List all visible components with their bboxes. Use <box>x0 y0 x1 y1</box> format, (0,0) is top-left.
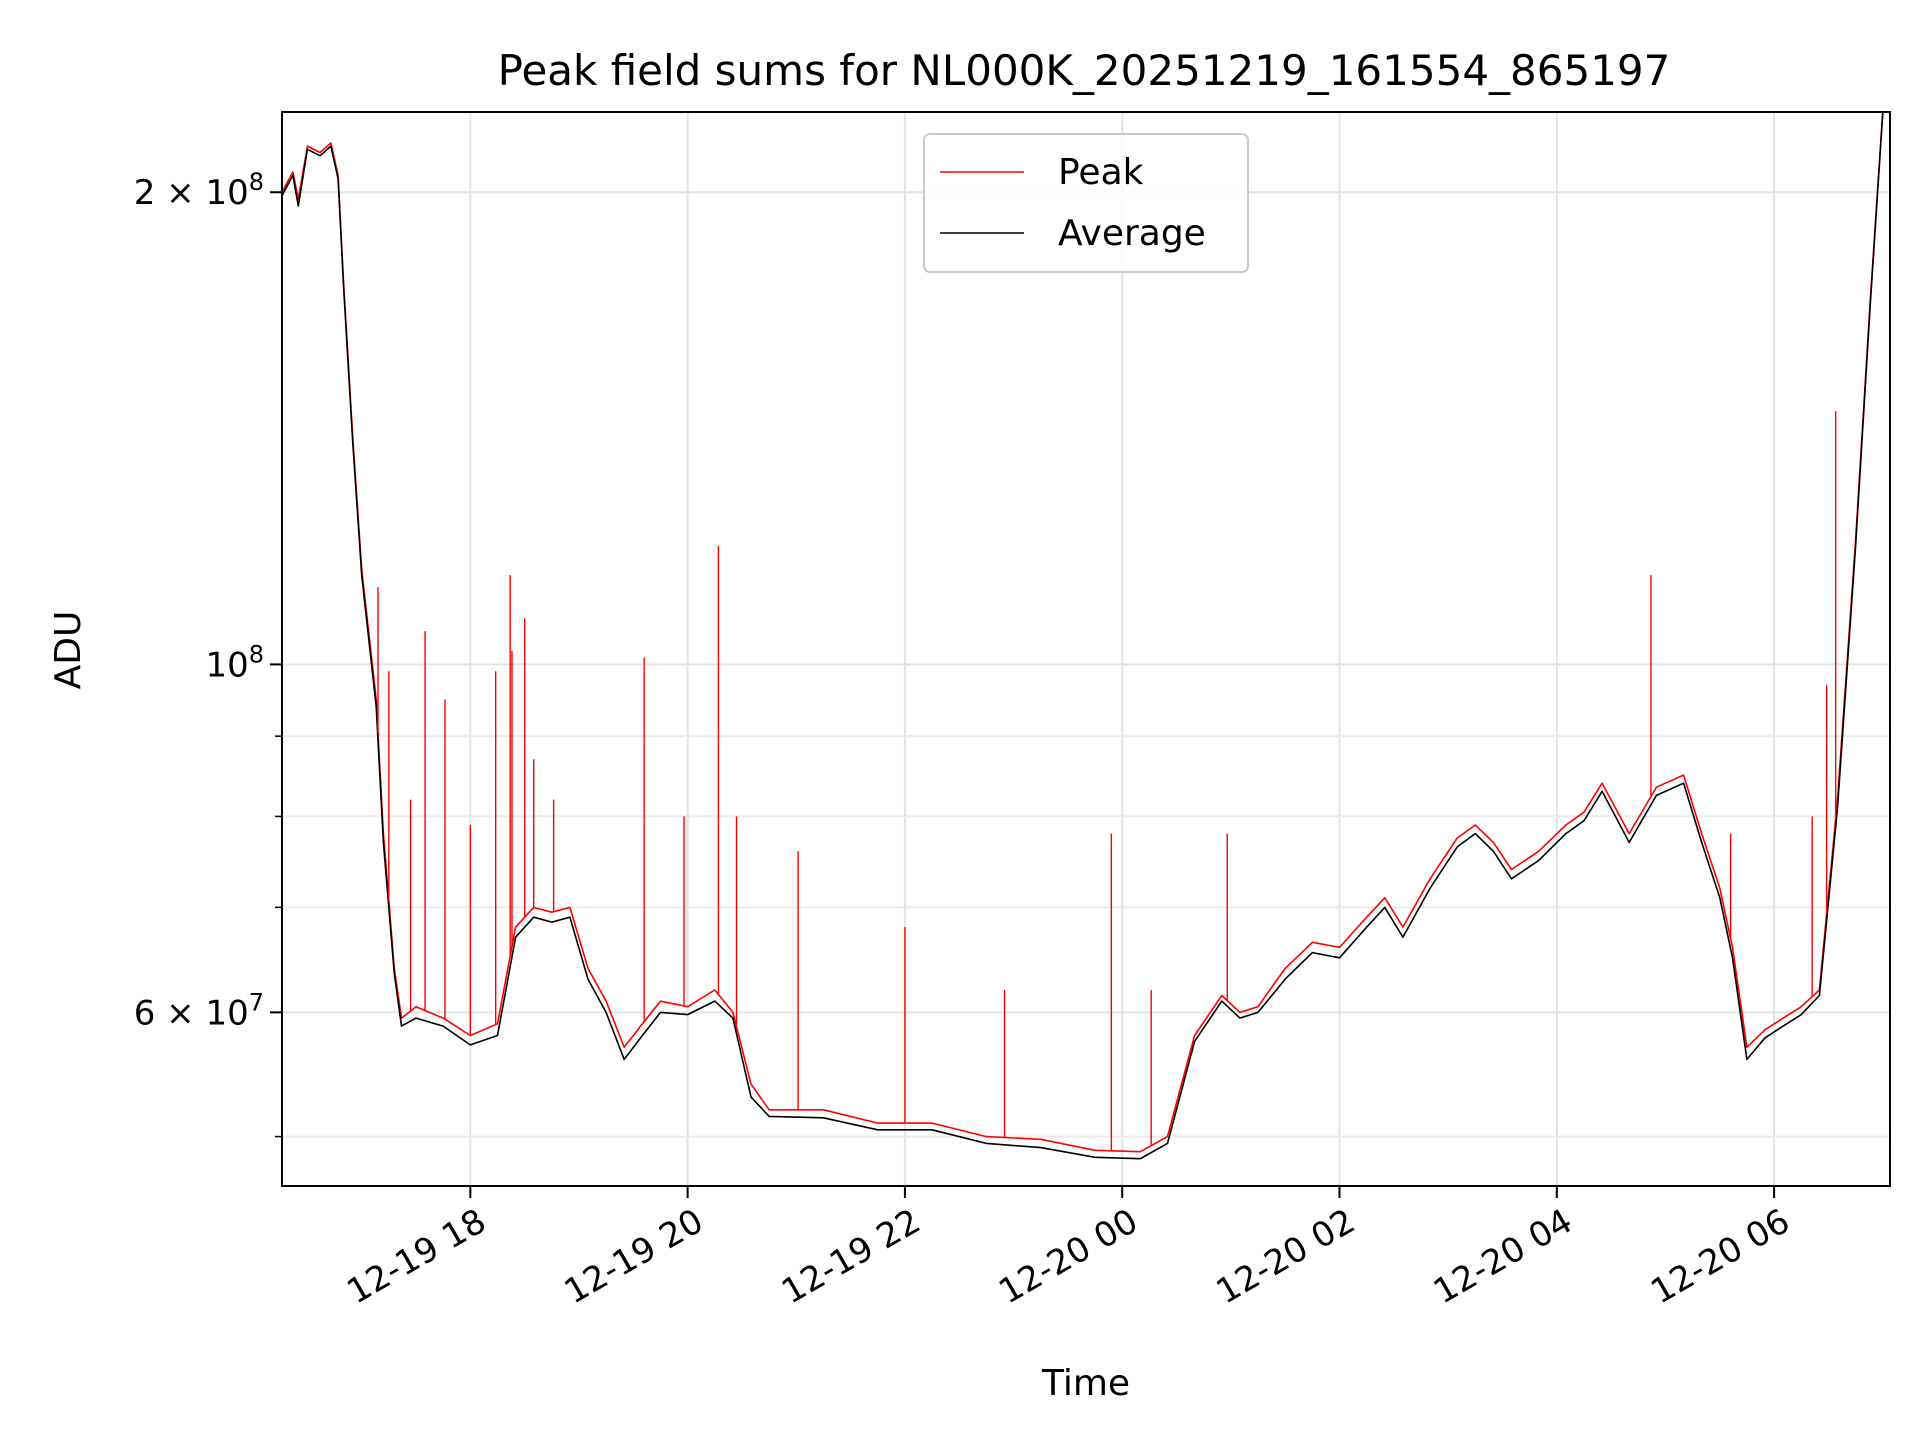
series-group <box>282 112 1884 1160</box>
y-axis-label: ADU <box>48 611 89 690</box>
legend-box <box>923 133 1249 273</box>
legend-label-average: Average <box>1058 213 1206 254</box>
y-tick-label: 2 × 108 <box>134 168 264 213</box>
legend: Peak Average <box>923 133 1249 273</box>
y-tick-label: 6 × 107 <box>134 988 264 1033</box>
plot-frame <box>281 111 1891 1187</box>
y-tick-label: 108 <box>205 640 264 685</box>
plot-area <box>282 112 1884 1160</box>
x-axis-label: Time <box>1041 1363 1130 1404</box>
legend-label-peak: Peak <box>1058 152 1144 193</box>
chart-title: Peak field sums for NL000K_20251219_1615… <box>498 46 1671 95</box>
y-axis-ticks: 6 × 107 108 2 × 108 <box>134 168 282 1138</box>
series-line-average <box>282 112 1884 1160</box>
